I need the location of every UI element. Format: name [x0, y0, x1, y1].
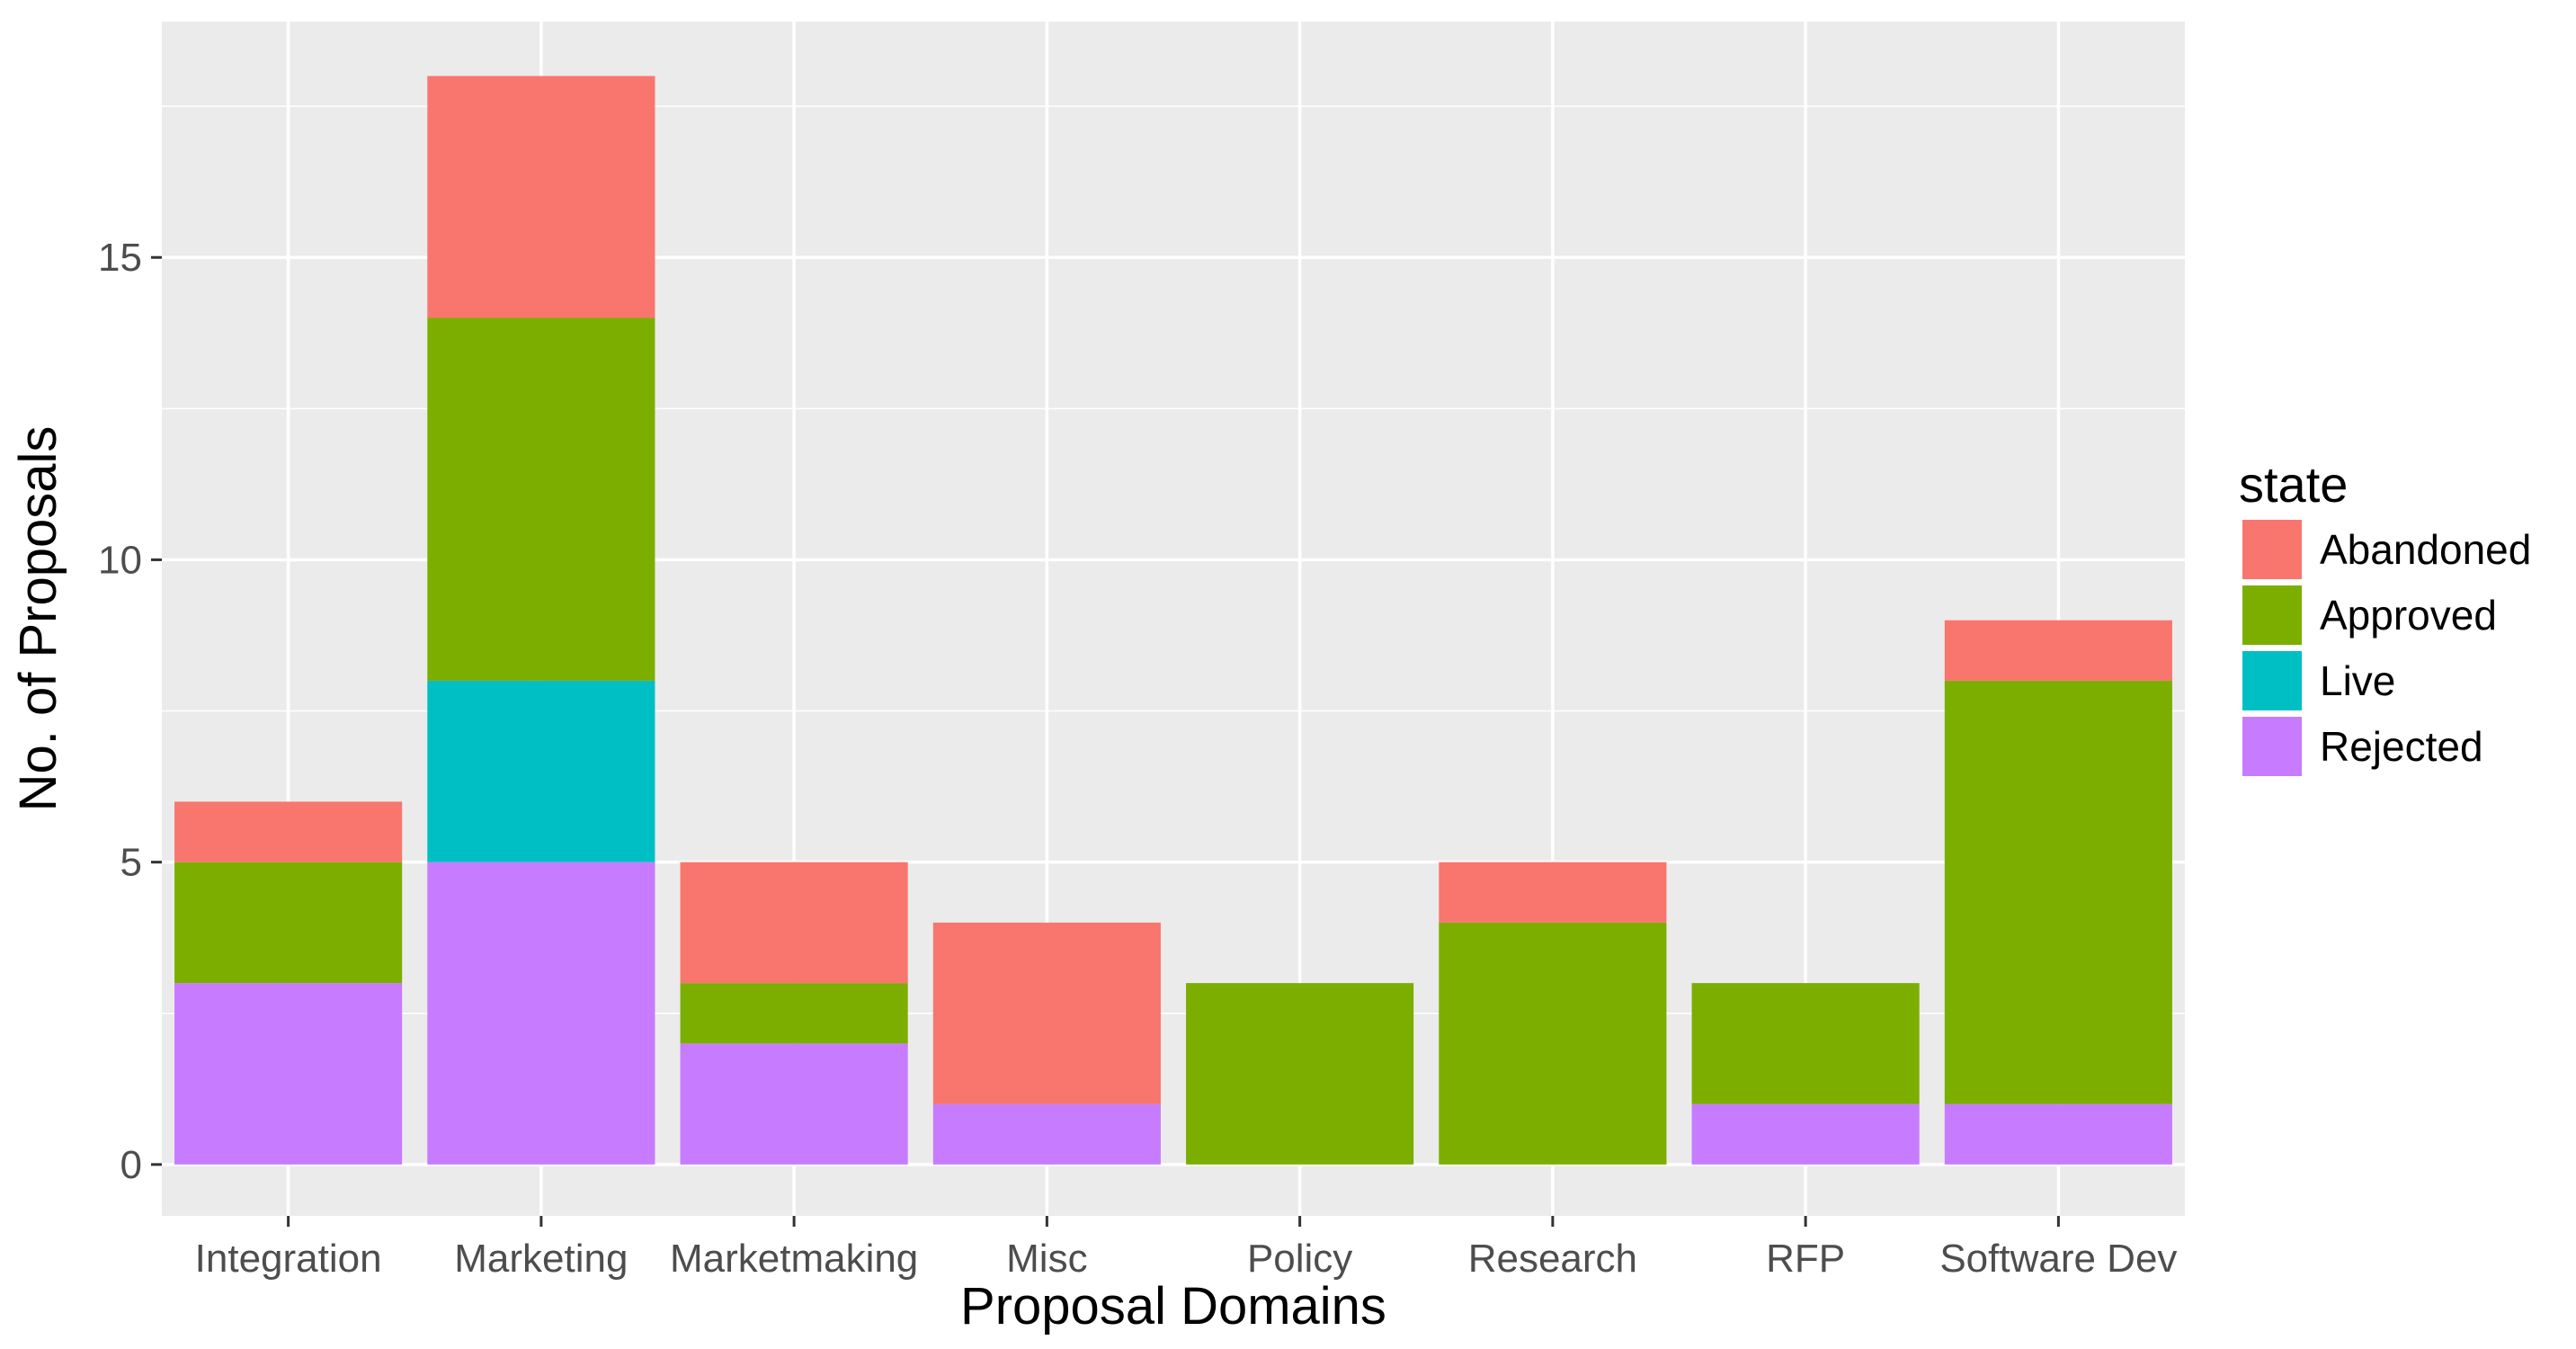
- bar-segment-marketmaking-approved: [680, 983, 908, 1044]
- y-tick-label: 15: [98, 236, 142, 280]
- y-tick-label: 0: [120, 1143, 142, 1187]
- legend-label-live: Live: [2320, 657, 2395, 704]
- bar-segment-marketmaking-rejected: [680, 1043, 908, 1165]
- legend-label-rejected: Rejected: [2320, 723, 2483, 770]
- x-axis-title: Proposal Domains: [960, 1277, 1386, 1336]
- legend-key-rejected: [2242, 717, 2302, 776]
- legend-key-abandoned: [2242, 520, 2302, 579]
- x-tick-label: Marketing: [454, 1237, 628, 1281]
- y-axis-title: No. of Proposals: [9, 426, 67, 812]
- bar-segment-rfp-approved: [1691, 983, 1920, 1104]
- bar-segment-rfp-rejected: [1691, 1103, 1920, 1165]
- bar-segment-integration-approved: [174, 862, 403, 984]
- bar-segment-marketing-rejected: [427, 862, 655, 1165]
- x-tick-label: Software Dev: [1939, 1237, 2177, 1281]
- x-tick-label: Research: [1468, 1237, 1637, 1281]
- bar-segment-marketing-approved: [427, 317, 655, 681]
- legend: state Abandoned Approved Live Rejected: [2239, 456, 2531, 776]
- bar-segment-software-dev-abandoned: [1944, 620, 2172, 681]
- bar-segment-marketing-live: [427, 680, 655, 862]
- x-tick-label: RFP: [1766, 1237, 1845, 1281]
- bar-segment-policy-approved: [1186, 983, 1414, 1165]
- y-tick-label: 5: [120, 841, 142, 885]
- bar-segment-software-dev-rejected: [1944, 1103, 2172, 1165]
- legend-label-approved: Approved: [2320, 592, 2497, 639]
- bar-segment-misc-abandoned: [932, 922, 1161, 1104]
- bars: [174, 76, 2172, 1165]
- bar-segment-integration-rejected: [174, 983, 403, 1165]
- x-tick-label: Integration: [195, 1237, 382, 1281]
- y-axis: 0 5 10 15: [98, 236, 162, 1187]
- legend-key-live: [2242, 651, 2302, 710]
- x-tick-label: Misc: [1006, 1237, 1087, 1281]
- x-tick-label: Marketmaking: [670, 1237, 918, 1281]
- bar-segment-integration-abandoned: [174, 801, 403, 862]
- legend-label-abandoned: Abandoned: [2320, 526, 2531, 573]
- legend-title: state: [2239, 456, 2348, 513]
- bar-segment-marketmaking-abandoned: [680, 862, 908, 984]
- bar-segment-research-abandoned: [1439, 862, 1667, 923]
- bar-segment-misc-rejected: [932, 1103, 1161, 1165]
- bar-segment-research-approved: [1439, 922, 1667, 1165]
- bar-segment-marketing-abandoned: [427, 76, 655, 318]
- x-axis: Integration Marketing Marketmaking Misc Poli…: [195, 1216, 2177, 1281]
- legend-key-approved: [2242, 585, 2302, 645]
- bar-segment-software-dev-approved: [1944, 680, 2172, 1104]
- y-tick-label: 10: [98, 538, 142, 582]
- x-tick-label: Policy: [1247, 1237, 1352, 1281]
